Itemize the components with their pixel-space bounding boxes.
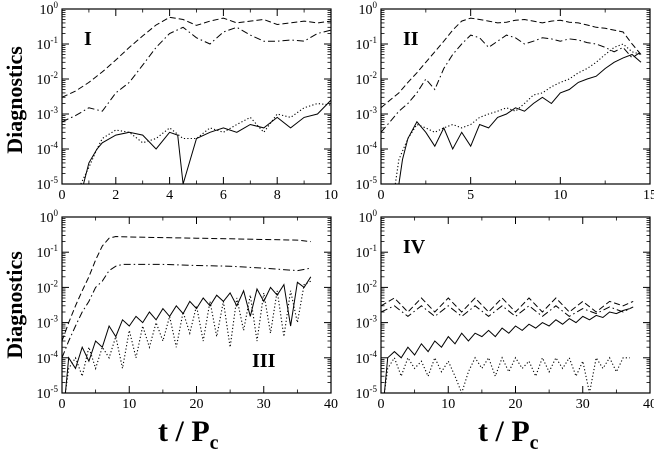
panel-III-series-dotted	[64, 280, 312, 393]
panel-I-xtick-label: 6	[220, 188, 227, 203]
panel-I-series-dotted	[80, 102, 331, 184]
panel-IV-ytick-label: 10-2	[356, 278, 378, 296]
panel-IV-series-dash-dot	[381, 305, 634, 318]
panel-IV-xtick-label: 10	[441, 397, 455, 412]
panel-III-series-dashed	[62, 235, 311, 342]
panel-III-xtick-label: 20	[190, 397, 204, 412]
panel-II-xtick-label: 10	[553, 188, 567, 203]
x-axis-title-left: t / Pc	[158, 415, 219, 454]
panel-II-xtick-label: 15	[643, 188, 654, 203]
panel-II-series-dashed	[381, 17, 642, 109]
panel-II-ytick-label: 10-5	[356, 175, 378, 193]
panel-I-ytick-label: 10-2	[37, 70, 59, 88]
panel-III-xtick-label: 0	[59, 397, 66, 412]
panel-II-series-solid	[398, 53, 642, 184]
panel-III-ytick-label: 10-4	[37, 349, 59, 367]
panel-I-xtick-label: 8	[274, 188, 281, 203]
panel-III-ytick-label: 10-3	[37, 314, 59, 332]
panel-I-series-dash-dot	[62, 26, 331, 123]
y-axis-title-top: Diagnostics	[2, 46, 27, 154]
panel-IV-series-dotted	[383, 356, 630, 393]
x-axis-title-right: t / Pc	[478, 415, 539, 454]
panel-I-series-dashed	[62, 16, 331, 98]
panel-III-xtick-label: 10	[122, 397, 136, 412]
panel-I-xtick-label: 10	[324, 188, 338, 203]
panel-III-ytick-label: 10-1	[37, 243, 59, 261]
panel-I-xtick-label: 0	[59, 188, 66, 203]
panel-I-ytick-label: 10-5	[37, 175, 59, 193]
panel-III-series-dash-dot	[62, 263, 311, 358]
panel-II-xtick-label: 5	[467, 188, 474, 203]
panel-IV-xtick-label: 30	[576, 397, 590, 412]
panel-I-ytick-label: 100	[40, 0, 59, 18]
panel-IV-ytick-label: 100	[359, 208, 378, 226]
panel-II-series-dotted	[394, 43, 642, 184]
panel-III-xtick-label: 30	[257, 397, 271, 412]
panel-II-ytick-label: 10-2	[356, 70, 378, 88]
panel-I-label: I	[84, 28, 92, 50]
panel-III-ytick-label: 10-5	[37, 384, 59, 402]
panel-I-frame	[61, 8, 332, 185]
panel-III-frame	[61, 216, 332, 394]
panel-II-ytick-label: 10-4	[356, 140, 378, 158]
panel-IV-series-solid	[383, 308, 630, 393]
panel-I-xtick-label: 4	[166, 188, 173, 203]
panel-I-series-solid	[83, 99, 331, 184]
panel-IV-xtick-label: 40	[643, 397, 654, 412]
panel-III-ytick-label: 100	[40, 208, 59, 226]
panel-I-ytick-label: 10-4	[37, 140, 59, 158]
panel-IV-xtick-label: 0	[378, 397, 385, 412]
panel-IV-label: IV	[403, 236, 426, 258]
y-axis-title-bottom: Diagnostics	[2, 251, 27, 359]
panel-II-frame	[380, 8, 651, 185]
panel-II-ytick-label: 10-1	[356, 35, 378, 53]
panel-I-ytick-label: 10-3	[37, 105, 59, 123]
panel-II-xtick-label: 0	[378, 188, 385, 203]
panel-II-ytick-label: 100	[359, 0, 378, 18]
panel-IV-ytick-label: 10-4	[356, 349, 378, 367]
panel-III-series-solid	[64, 276, 312, 393]
panel-IV-xtick-label: 20	[509, 397, 523, 412]
panel-IV-series-dashed	[381, 297, 634, 313]
panel-IV-ytick-label: 10-5	[356, 384, 378, 402]
panel-IV-ytick-label: 10-3	[356, 314, 378, 332]
panel-III-label: III	[252, 350, 276, 372]
panel-IV-ytick-label: 10-1	[356, 243, 378, 261]
panel-III-xtick-label: 40	[324, 397, 338, 412]
panel-I-ytick-label: 10-1	[37, 35, 59, 53]
panel-III-ytick-label: 10-2	[37, 278, 59, 296]
panel-II-label: II	[403, 28, 419, 50]
panel-II-series-dash-dot	[381, 34, 642, 133]
panel-II-ytick-label: 10-3	[356, 105, 378, 123]
panel-I-xtick-label: 2	[112, 188, 119, 203]
